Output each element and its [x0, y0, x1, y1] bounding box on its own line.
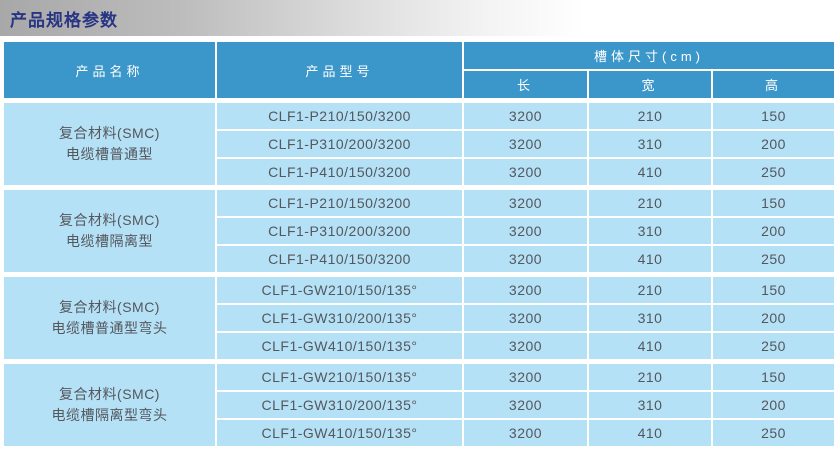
model-cell: CLF1-GW310/200/135°	[215, 303, 464, 333]
model-cell: CLF1-GW210/150/135°	[215, 359, 464, 392]
table-row: CLF1-P410/150/3200 3200 410 250	[3, 157, 836, 189]
column-header-product-model: 产品型号	[215, 40, 464, 102]
length-cell: 3200	[462, 390, 589, 420]
height-cell: 150	[710, 359, 836, 392]
height-cell: 200	[710, 129, 836, 159]
product-name-line1: 复合材料(SMC)	[59, 299, 160, 315]
height-cell: 250	[710, 418, 836, 448]
model-cell: CLF1-GW410/150/135°	[215, 418, 464, 448]
length-cell: 3200	[462, 359, 589, 392]
width-cell: 310	[587, 216, 713, 246]
section-title-bar: 产品规格参数	[0, 0, 836, 36]
spec-table-header: 产品名称 产品型号 槽体尺寸(cm) 长 宽 高	[2, 40, 836, 102]
width-cell: 210	[587, 185, 713, 218]
height-cell: 250	[710, 157, 836, 189]
model-cell: CLF1-P410/150/3200	[215, 157, 464, 189]
width-cell: 310	[587, 303, 713, 333]
length-cell: 3200	[462, 244, 589, 276]
length-cell: 3200	[462, 303, 589, 333]
model-cell: CLF1-GW410/150/135°	[215, 331, 464, 363]
length-cell: 3200	[462, 216, 589, 246]
model-cell: CLF1-P410/150/3200	[215, 244, 464, 276]
model-cell: CLF1-P310/200/3200	[215, 216, 464, 246]
width-cell: 410	[587, 157, 713, 189]
width-cell: 410	[587, 418, 713, 448]
table-row: CLF1-GW310/200/135° 3200 310 200	[3, 303, 836, 333]
width-cell: 310	[587, 129, 713, 159]
length-cell: 3200	[462, 98, 589, 131]
product-name-line1: 复合材料(SMC)	[59, 125, 160, 141]
height-cell: 200	[710, 390, 836, 420]
table-row: 复合材料(SMC) 电缆槽隔离型 CLF1-P210/150/3200 3200…	[2, 185, 836, 276]
product-name-cell: 复合材料(SMC) 电缆槽普通型	[2, 98, 217, 189]
product-name-cell: 复合材料(SMC) 电缆槽隔离型	[2, 185, 217, 276]
model-cell: CLF1-GW310/200/135°	[215, 390, 464, 420]
table-row: 复合材料(SMC) 电缆槽普通型 CLF1-P210/150/3200 3200…	[2, 98, 836, 189]
length-cell: 3200	[462, 185, 589, 218]
product-name-line2: 电缆槽普通型	[66, 146, 153, 162]
page-title: 产品规格参数	[10, 10, 118, 30]
model-cell: CLF1-P210/150/3200	[215, 185, 464, 218]
width-cell: 210	[587, 98, 713, 131]
model-cell: CLF1-P310/200/3200	[215, 129, 464, 159]
product-name-line2: 电缆槽隔离型	[66, 233, 153, 249]
spec-table: 产品名称 产品型号 槽体尺寸(cm) 长 宽 高 复合材料(SMC) 电缆槽普通…	[2, 40, 836, 448]
column-header-width: 宽	[587, 69, 713, 102]
column-header-dimensions: 槽体尺寸(cm)	[461, 40, 836, 71]
product-name-line1: 复合材料(SMC)	[59, 386, 160, 402]
product-name-cell: 复合材料(SMC) 电缆槽隔离型弯头	[2, 359, 217, 448]
width-cell: 310	[587, 390, 713, 420]
length-cell: 3200	[462, 331, 589, 363]
height-cell: 250	[710, 244, 836, 276]
table-row: CLF1-GW410/150/135° 3200 410 250	[3, 418, 836, 448]
table-row: CLF1-P310/200/3200 3200 310 200	[3, 216, 836, 246]
model-cell: CLF1-P210/150/3200	[215, 98, 464, 131]
product-name-line1: 复合材料(SMC)	[59, 212, 160, 228]
table-row: CLF1-P310/200/3200 3200 310 200	[3, 129, 836, 159]
table-row: CLF1-GW410/150/135° 3200 410 250	[3, 331, 836, 363]
model-cell: CLF1-GW210/150/135°	[215, 272, 464, 305]
width-cell: 410	[587, 244, 713, 276]
column-header-height: 高	[710, 69, 836, 102]
length-cell: 3200	[462, 418, 589, 448]
width-cell: 410	[587, 331, 713, 363]
height-cell: 150	[710, 272, 836, 305]
height-cell: 200	[710, 303, 836, 333]
height-cell: 200	[710, 216, 836, 246]
column-header-product-name: 产品名称	[2, 40, 217, 102]
length-cell: 3200	[462, 272, 589, 305]
product-name-line2: 电缆槽普通型弯头	[51, 320, 168, 336]
table-row: 复合材料(SMC) 电缆槽隔离型弯头 CLF1-GW210/150/135° 3…	[2, 359, 836, 448]
column-header-length: 长	[462, 69, 589, 102]
table-row: CLF1-GW310/200/135° 3200 310 200	[3, 390, 836, 420]
table-row: CLF1-P410/150/3200 3200 410 250	[3, 244, 836, 276]
height-cell: 150	[710, 185, 836, 218]
length-cell: 3200	[462, 129, 589, 159]
length-cell: 3200	[462, 157, 589, 189]
product-name-line2: 电缆槽隔离型弯头	[51, 407, 168, 423]
width-cell: 210	[587, 272, 713, 305]
table-row: 复合材料(SMC) 电缆槽普通型弯头 CLF1-GW210/150/135° 3…	[2, 272, 836, 363]
height-cell: 150	[710, 98, 836, 131]
product-name-cell: 复合材料(SMC) 电缆槽普通型弯头	[2, 272, 217, 363]
width-cell: 210	[587, 359, 713, 392]
height-cell: 250	[710, 331, 836, 363]
